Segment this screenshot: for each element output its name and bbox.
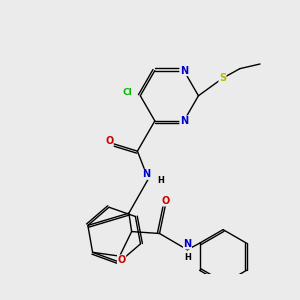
Text: O: O bbox=[118, 255, 126, 265]
Text: O: O bbox=[162, 196, 170, 206]
Text: S: S bbox=[219, 73, 226, 83]
Text: O: O bbox=[105, 136, 113, 146]
Text: H: H bbox=[157, 176, 164, 185]
Text: N: N bbox=[180, 66, 188, 76]
Text: N: N bbox=[183, 239, 191, 249]
Text: N: N bbox=[142, 169, 150, 179]
Text: Cl: Cl bbox=[122, 88, 132, 97]
Text: N: N bbox=[180, 116, 188, 126]
Text: H: H bbox=[184, 253, 191, 262]
